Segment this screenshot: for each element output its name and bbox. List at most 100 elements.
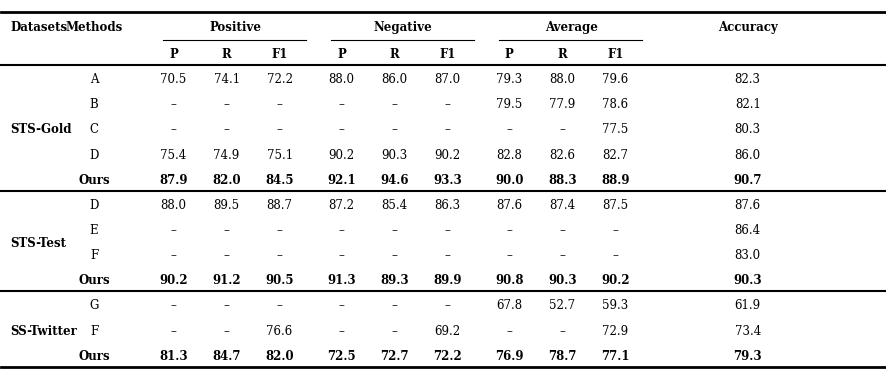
Text: Average: Average — [545, 22, 597, 35]
Text: 80.3: 80.3 — [734, 123, 761, 136]
Text: –: – — [276, 300, 283, 313]
Text: 81.3: 81.3 — [159, 350, 188, 363]
Text: –: – — [223, 324, 229, 338]
Text: 78.6: 78.6 — [602, 98, 628, 111]
Text: 59.3: 59.3 — [602, 300, 628, 313]
Text: 90.5: 90.5 — [265, 274, 294, 287]
Text: –: – — [506, 324, 512, 338]
Text: G: G — [89, 300, 99, 313]
Text: 61.9: 61.9 — [734, 300, 761, 313]
Text: Accuracy: Accuracy — [718, 22, 778, 35]
Text: 92.1: 92.1 — [327, 174, 356, 187]
Text: Negative: Negative — [374, 22, 432, 35]
Text: 88.9: 88.9 — [601, 174, 629, 187]
Text: –: – — [276, 224, 283, 237]
Text: 70.5: 70.5 — [160, 73, 187, 86]
Text: A: A — [89, 73, 98, 86]
Text: 88.3: 88.3 — [548, 174, 577, 187]
Text: 79.3: 79.3 — [496, 73, 523, 86]
Text: 74.9: 74.9 — [214, 149, 240, 162]
Text: 90.3: 90.3 — [381, 149, 408, 162]
Text: SS-Twitter: SS-Twitter — [11, 324, 77, 338]
Text: –: – — [392, 300, 397, 313]
Text: –: – — [445, 123, 450, 136]
Text: 93.3: 93.3 — [433, 174, 462, 187]
Text: 78.7: 78.7 — [548, 350, 577, 363]
Text: F1: F1 — [439, 48, 455, 61]
Text: Ours: Ours — [78, 350, 110, 363]
Text: F: F — [90, 249, 98, 262]
Text: 87.6: 87.6 — [734, 199, 761, 212]
Text: 72.2: 72.2 — [267, 73, 292, 86]
Text: –: – — [392, 123, 397, 136]
Text: 82.0: 82.0 — [265, 350, 294, 363]
Text: R: R — [390, 48, 400, 61]
Text: –: – — [392, 324, 397, 338]
Text: 86.3: 86.3 — [434, 199, 461, 212]
Text: –: – — [445, 249, 450, 262]
Text: F1: F1 — [271, 48, 288, 61]
Text: 77.5: 77.5 — [602, 123, 628, 136]
Text: 72.7: 72.7 — [380, 350, 408, 363]
Text: –: – — [506, 224, 512, 237]
Text: –: – — [171, 249, 176, 262]
Text: 90.0: 90.0 — [495, 174, 524, 187]
Text: 74.1: 74.1 — [214, 73, 240, 86]
Text: 82.8: 82.8 — [496, 149, 522, 162]
Text: –: – — [171, 300, 176, 313]
Text: 87.0: 87.0 — [434, 73, 461, 86]
Text: 67.8: 67.8 — [496, 300, 523, 313]
Text: –: – — [223, 249, 229, 262]
Text: STS-Gold: STS-Gold — [11, 123, 72, 136]
Text: 91.2: 91.2 — [213, 274, 241, 287]
Text: 82.0: 82.0 — [213, 174, 241, 187]
Text: 84.7: 84.7 — [213, 350, 241, 363]
Text: 90.2: 90.2 — [601, 274, 630, 287]
Text: 79.3: 79.3 — [734, 350, 762, 363]
Text: Methods: Methods — [66, 22, 123, 35]
Text: –: – — [223, 224, 229, 237]
Text: 86.4: 86.4 — [734, 224, 761, 237]
Text: 87.4: 87.4 — [549, 199, 575, 212]
Text: 77.9: 77.9 — [549, 98, 575, 111]
Text: 87.6: 87.6 — [496, 199, 523, 212]
Text: Ours: Ours — [78, 274, 110, 287]
Text: –: – — [338, 249, 345, 262]
Text: 75.1: 75.1 — [267, 149, 292, 162]
Text: 90.3: 90.3 — [734, 274, 762, 287]
Text: –: – — [612, 224, 618, 237]
Text: –: – — [559, 324, 565, 338]
Text: –: – — [445, 224, 450, 237]
Text: 86.0: 86.0 — [734, 149, 761, 162]
Text: –: – — [276, 249, 283, 262]
Text: 87.2: 87.2 — [329, 199, 354, 212]
Text: D: D — [89, 199, 99, 212]
Text: –: – — [392, 224, 397, 237]
Text: 52.7: 52.7 — [549, 300, 575, 313]
Text: 88.0: 88.0 — [329, 73, 354, 86]
Text: Datasets: Datasets — [11, 22, 67, 35]
Text: 69.2: 69.2 — [434, 324, 461, 338]
Text: –: – — [338, 224, 345, 237]
Text: –: – — [338, 98, 345, 111]
Text: STS-Test: STS-Test — [11, 237, 66, 250]
Text: –: – — [223, 300, 229, 313]
Text: 83.0: 83.0 — [734, 249, 761, 262]
Text: 73.4: 73.4 — [734, 324, 761, 338]
Text: D: D — [89, 149, 99, 162]
Text: –: – — [559, 249, 565, 262]
Text: 76.9: 76.9 — [495, 350, 524, 363]
Text: –: – — [506, 249, 512, 262]
Text: –: – — [171, 324, 176, 338]
Text: –: – — [338, 300, 345, 313]
Text: F: F — [90, 324, 98, 338]
Text: 75.4: 75.4 — [160, 149, 187, 162]
Text: 88.0: 88.0 — [160, 199, 187, 212]
Text: 90.3: 90.3 — [548, 274, 577, 287]
Text: 87.5: 87.5 — [602, 199, 628, 212]
Text: –: – — [612, 249, 618, 262]
Text: 82.7: 82.7 — [602, 149, 628, 162]
Text: –: – — [392, 249, 397, 262]
Text: R: R — [222, 48, 231, 61]
Text: –: – — [276, 98, 283, 111]
